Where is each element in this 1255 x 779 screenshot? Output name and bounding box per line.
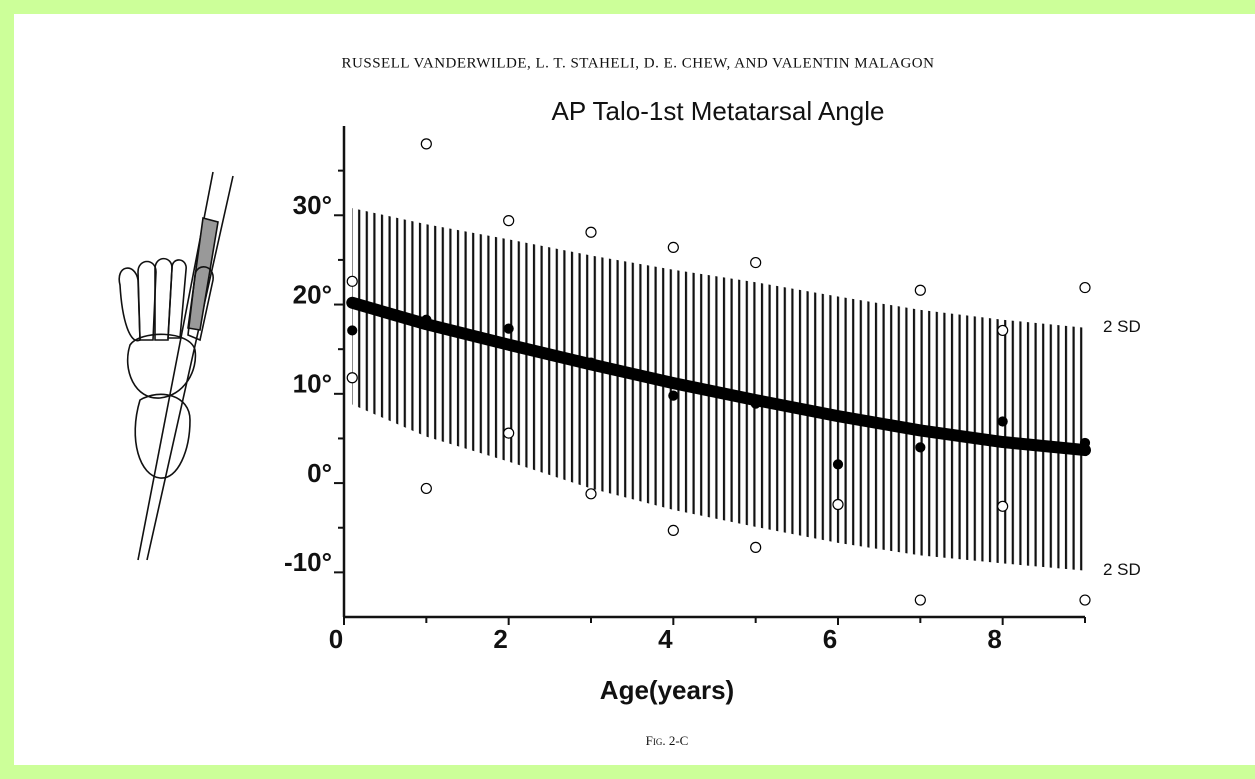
x-tick-label: 0 [329, 624, 343, 654]
open-point [751, 258, 761, 268]
x-tick-label: 4 [658, 624, 673, 654]
chart-title: AP Talo-1st Metatarsal Angle [552, 96, 885, 126]
open-point [668, 242, 678, 252]
open-point [421, 139, 431, 149]
open-point [998, 325, 1008, 335]
open-point [421, 483, 431, 493]
x-tick-label: 2 [493, 624, 507, 654]
open-point [504, 216, 514, 226]
filled-point [422, 315, 431, 324]
filled-point [916, 443, 925, 452]
sd-annotation: 2 SD [1103, 560, 1141, 579]
x-tick-label: 6 [823, 624, 837, 654]
open-point [1080, 283, 1090, 293]
filled-point [834, 460, 843, 469]
y-tick-label: 20° [293, 279, 332, 309]
open-point [833, 500, 843, 510]
y-tick-label: -10° [284, 547, 332, 577]
header: RUSSELL VANDERWILDE, L. T. STAHELI, D. E… [342, 55, 935, 71]
y-tick-label: 30° [293, 190, 332, 220]
filled-point [998, 417, 1007, 426]
open-point [347, 276, 357, 286]
open-point [347, 373, 357, 383]
y-tick-label: 0° [307, 458, 332, 488]
x-tick-label: 8 [987, 624, 1001, 654]
caption: Fig. 2-C [646, 733, 689, 748]
x-axis-label: Age(years) [600, 675, 734, 705]
filled-point [587, 358, 596, 367]
filled-point [348, 326, 357, 335]
open-point [586, 489, 596, 499]
filled-point [1081, 438, 1090, 447]
figure: RUSSELL VANDERWILDE, L. T. STAHELI, D. E… [0, 0, 1255, 779]
open-point [751, 542, 761, 552]
y-tick-label: 10° [293, 369, 332, 399]
open-point [504, 428, 514, 438]
open-point [586, 227, 596, 237]
open-point [915, 595, 925, 605]
open-point [998, 501, 1008, 511]
open-point [668, 525, 678, 535]
filled-point [751, 399, 760, 408]
filled-point [669, 391, 678, 400]
page: {"chart_data": { "type": "scatter", "hea… [0, 0, 1255, 779]
filled-point [504, 324, 513, 333]
sd-annotation: 2 SD [1103, 317, 1141, 336]
open-point [1080, 595, 1090, 605]
open-point [915, 285, 925, 295]
